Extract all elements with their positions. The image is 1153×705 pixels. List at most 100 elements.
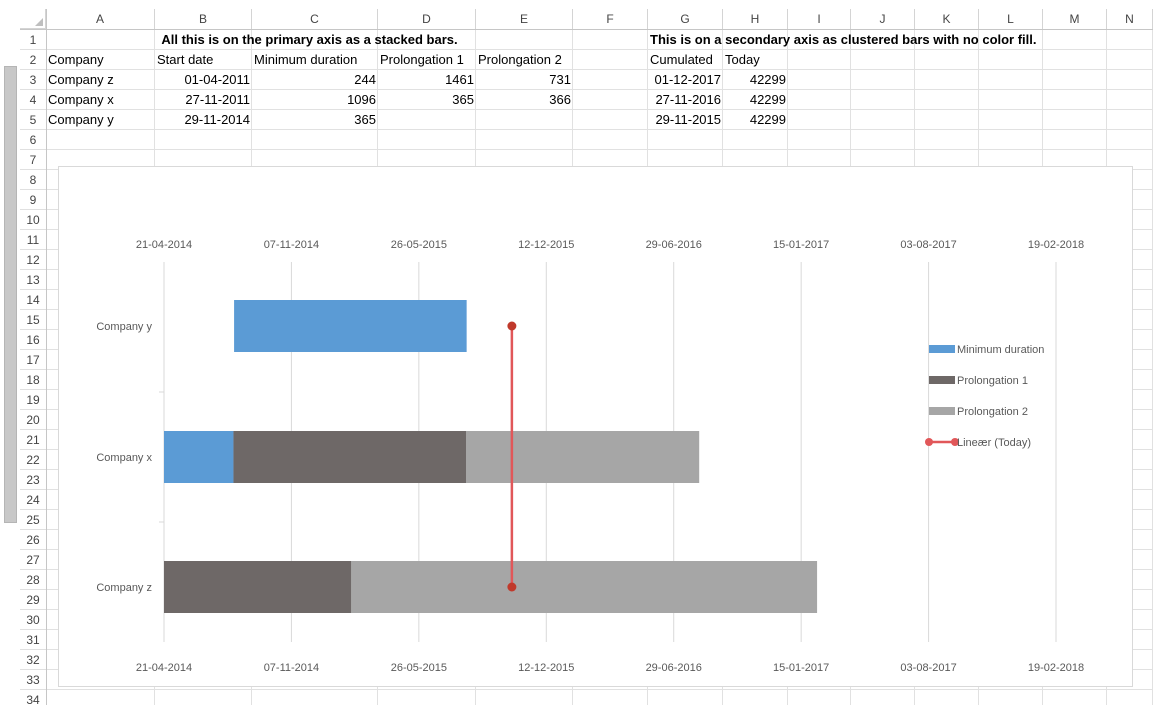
row-header-12[interactable]: 12 — [20, 250, 46, 270]
cell-G3[interactable]: 01-12-2017 — [654, 72, 722, 87]
column-header-M[interactable]: M — [1043, 9, 1107, 29]
legend-label: Minimum duration — [957, 344, 1044, 356]
row-header-14[interactable]: 14 — [20, 290, 46, 310]
row-header-31[interactable]: 31 — [20, 630, 46, 650]
row-header-34[interactable]: 34 — [20, 690, 46, 705]
cell-H3[interactable]: 42299 — [749, 72, 786, 87]
cell-A3[interactable]: Company z — [48, 72, 114, 87]
cell-D2[interactable]: Prolongation 1 — [380, 52, 464, 67]
row-header-22[interactable]: 22 — [20, 450, 46, 470]
cell-A4[interactable]: Company x — [48, 92, 114, 107]
cell-B3[interactable]: 01-04-2011 — [184, 72, 250, 87]
bar-prolongation-1 — [164, 561, 352, 613]
row-header-21[interactable]: 21 — [20, 430, 46, 450]
column-header-K[interactable]: K — [915, 9, 979, 29]
cell-H5[interactable]: 42299 — [749, 112, 786, 127]
row-header-17[interactable]: 17 — [20, 350, 46, 370]
x-tick-label-bottom: 26-05-2015 — [391, 662, 447, 674]
cell-G4[interactable]: 27-11-2016 — [655, 92, 721, 107]
cell-E2[interactable]: Prolongation 2 — [478, 52, 562, 67]
row-header-18[interactable]: 18 — [20, 370, 46, 390]
cell-C5[interactable]: 365 — [354, 112, 376, 127]
row-gridline — [46, 689, 1153, 690]
column-header-L[interactable]: L — [979, 9, 1043, 29]
row-header-8[interactable]: 8 — [20, 170, 46, 190]
cell-D4[interactable]: 365 — [452, 92, 474, 107]
column-header-F[interactable]: F — [573, 9, 648, 29]
cell-B4[interactable]: 27-11-2011 — [185, 92, 250, 107]
column-header-N[interactable]: N — [1107, 9, 1153, 29]
row-header-13[interactable]: 13 — [20, 270, 46, 290]
cell-B2[interactable]: Start date — [157, 52, 214, 67]
cell-B5[interactable]: 29-11-2014 — [184, 112, 250, 127]
bar-prolongation-2 — [351, 561, 818, 613]
row-header-20[interactable]: 20 — [20, 410, 46, 430]
row-header-16[interactable]: 16 — [20, 330, 46, 350]
row-header-3[interactable]: 3 — [20, 70, 46, 90]
column-header-A[interactable]: A — [46, 9, 155, 29]
row-gridline — [46, 49, 1153, 50]
row-header-23[interactable]: 23 — [20, 470, 46, 490]
row-header-29[interactable]: 29 — [20, 590, 46, 610]
legend-today-marker — [951, 438, 959, 446]
cell-C2[interactable]: Minimum duration — [254, 52, 358, 67]
row-header-4[interactable]: 4 — [20, 90, 46, 110]
bar-prolongation-2 — [466, 431, 700, 483]
today-marker — [507, 321, 517, 331]
cell-E3[interactable]: 731 — [549, 72, 571, 87]
column-header-E[interactable]: E — [476, 9, 573, 29]
column-header-B[interactable]: B — [155, 9, 252, 29]
column-header-G[interactable]: G — [648, 9, 723, 29]
row-header-25[interactable]: 25 — [20, 510, 46, 530]
vertical-scrollbar[interactable] — [4, 66, 17, 523]
cell-H4[interactable]: 42299 — [749, 92, 786, 107]
row-header-11[interactable]: 11 — [20, 230, 46, 250]
column-header-D[interactable]: D — [378, 9, 476, 29]
cell-G2[interactable]: Cumulated — [650, 52, 713, 67]
row-header-5[interactable]: 5 — [20, 110, 46, 130]
cell-E4[interactable]: 366 — [549, 92, 571, 107]
today-marker — [507, 582, 517, 592]
row-header-27[interactable]: 27 — [20, 550, 46, 570]
row-header-30[interactable]: 30 — [20, 610, 46, 630]
category-label: Company y — [96, 321, 152, 333]
legend-label: Lineær (Today) — [957, 437, 1031, 449]
row-header-10[interactable]: 10 — [20, 210, 46, 230]
row-header-28[interactable]: 28 — [20, 570, 46, 590]
row-header-9[interactable]: 9 — [20, 190, 46, 210]
column-header-H[interactable]: H — [723, 9, 788, 29]
cell-D3[interactable]: 1461 — [445, 72, 474, 87]
column-header-I[interactable]: I — [788, 9, 851, 29]
row-header-15[interactable]: 15 — [20, 310, 46, 330]
cell-C4[interactable]: 1096 — [347, 92, 376, 107]
column-header-J[interactable]: J — [851, 9, 915, 29]
gantt-chart[interactable]: 21-04-2014 21-04-2014 07-11-2014 07-11-2014… — [58, 166, 1133, 687]
row-gridline — [46, 149, 1153, 150]
row-header-1[interactable]: 1 — [20, 30, 46, 50]
row-header-26[interactable]: 26 — [20, 530, 46, 550]
cell-H2[interactable]: Today — [725, 52, 760, 67]
row-header-2[interactable]: 2 — [20, 50, 46, 70]
row-header-7[interactable]: 7 — [20, 150, 46, 170]
column-header-C[interactable]: C — [252, 9, 378, 29]
cell-A5[interactable]: Company y — [48, 112, 114, 127]
category-label: Company x — [96, 452, 152, 464]
bar-minimum-duration — [164, 431, 234, 483]
cell-G5[interactable]: 29-11-2015 — [655, 112, 721, 127]
row-header-19[interactable]: 19 — [20, 390, 46, 410]
x-tick-label-top: 19-02-2018 — [1028, 239, 1084, 251]
cell-D5[interactable] — [378, 110, 476, 130]
cell-A1[interactable]: All this is on the primary axis as a sta… — [161, 32, 458, 47]
row-header-6[interactable]: 6 — [20, 130, 46, 150]
cell-C3[interactable]: 244 — [354, 72, 376, 87]
cell-G1[interactable]: This is on a secondary axis as clustered… — [650, 32, 1037, 47]
row-header-32[interactable]: 32 — [20, 650, 46, 670]
row-header-33[interactable]: 33 — [20, 670, 46, 690]
cell-A2[interactable]: Company — [48, 52, 104, 67]
select-all-corner[interactable] — [20, 9, 46, 29]
row-header-24[interactable]: 24 — [20, 490, 46, 510]
x-tick-label-bottom: 03-08-2017 — [900, 662, 956, 674]
cell-E5[interactable] — [476, 110, 573, 130]
x-tick-label-bottom: 19-02-2018 — [1028, 662, 1084, 674]
x-tick-label-bottom: 15-01-2017 — [773, 662, 829, 674]
